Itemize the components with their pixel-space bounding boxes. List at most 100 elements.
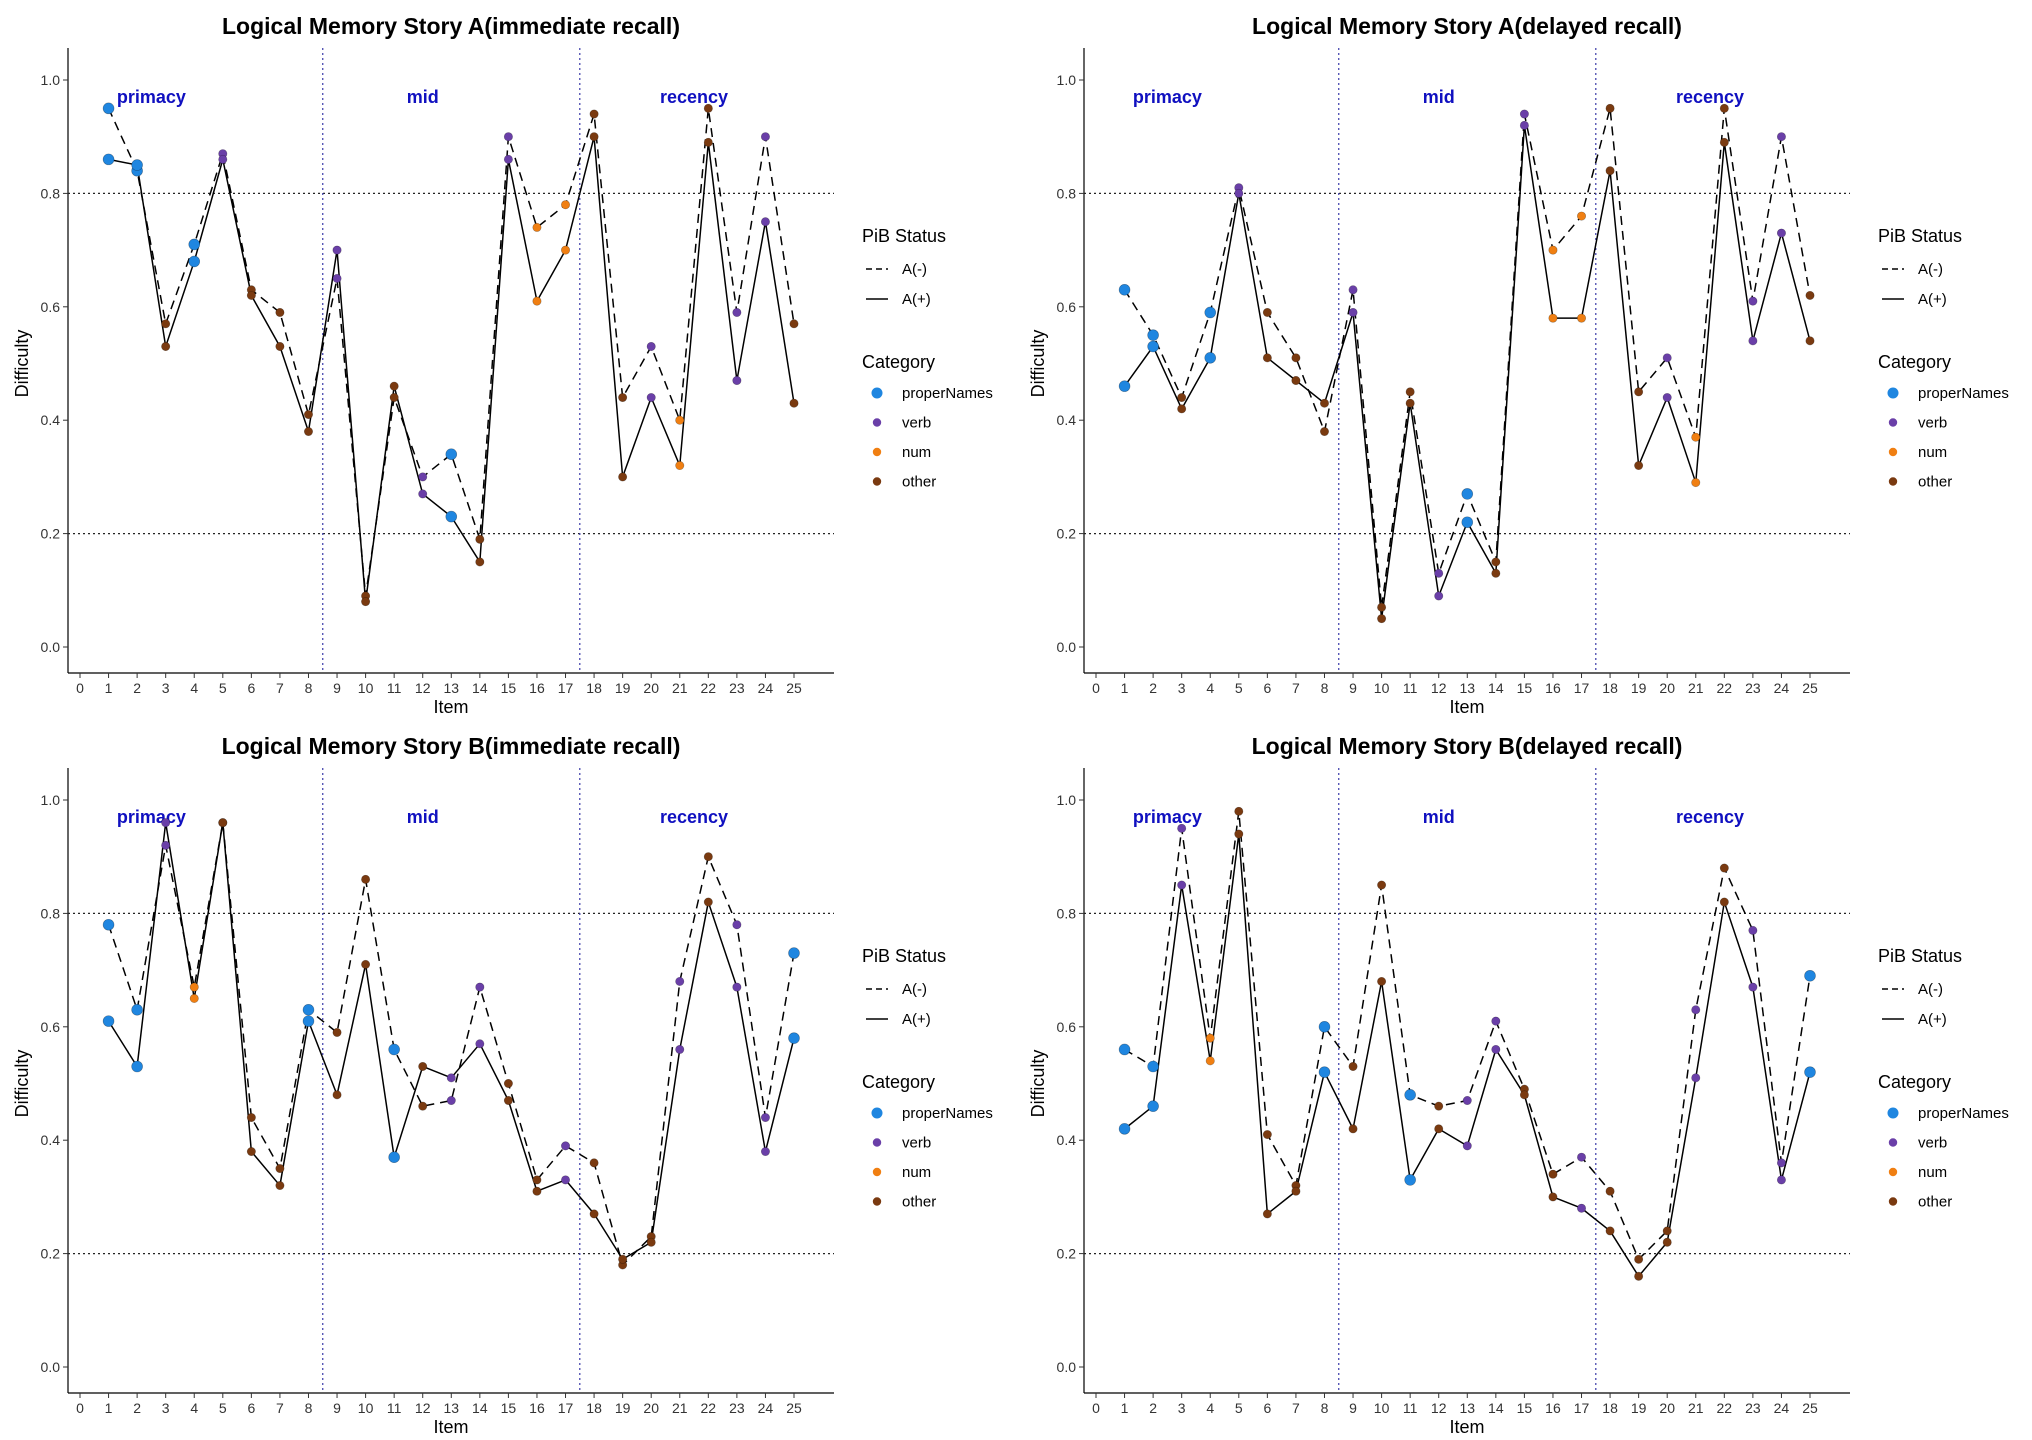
- x-tick-label: 1: [105, 1400, 113, 1416]
- legend-category-title: Category: [862, 1072, 935, 1092]
- x-tick-label: 3: [1178, 680, 1186, 696]
- data-point-num: [1691, 432, 1701, 442]
- legend-category-label: properNames: [1918, 385, 2009, 402]
- legend-pib-label: A(+): [902, 1011, 931, 1028]
- data-point-other: [1605, 1186, 1615, 1196]
- x-tick-label: 23: [1745, 1400, 1761, 1416]
- data-point-properNames: [1147, 329, 1159, 341]
- region-label-primacy: primacy: [1133, 807, 1202, 827]
- y-tick-label: 0.0: [41, 639, 61, 655]
- x-tick-label: 4: [190, 680, 198, 696]
- legend-swatch-properNames: [871, 1107, 883, 1119]
- data-point-verb: [332, 273, 342, 283]
- data-point-other: [789, 398, 799, 408]
- data-point-other: [1377, 976, 1387, 986]
- x-tick-label: 5: [1235, 1400, 1243, 1416]
- data-point-other: [618, 472, 628, 482]
- x-axis-label: Item: [1449, 697, 1484, 717]
- data-point-other: [589, 1209, 599, 1219]
- y-axis-label: Difficulty: [12, 1050, 32, 1118]
- x-tick-label: 3: [162, 1400, 170, 1416]
- data-point-other: [1262, 307, 1272, 317]
- x-tick-label: 17: [1574, 1400, 1590, 1416]
- data-point-other: [1719, 103, 1729, 113]
- data-point-num: [1577, 313, 1587, 323]
- x-tick-label: 0: [76, 680, 84, 696]
- y-tick-label: 1.0: [41, 792, 61, 808]
- data-point-verb: [475, 1039, 485, 1049]
- data-point-properNames: [131, 159, 143, 171]
- data-point-verb: [1462, 1141, 1472, 1151]
- data-point-verb: [561, 1175, 571, 1185]
- data-point-other: [1491, 568, 1501, 578]
- x-tick-label: 12: [415, 680, 431, 696]
- data-point-verb: [161, 818, 171, 828]
- data-point-other: [1634, 1254, 1644, 1264]
- data-point-verb: [760, 1113, 770, 1123]
- data-point-verb: [1776, 228, 1786, 238]
- x-tick-label: 9: [1349, 680, 1357, 696]
- data-point-verb: [1776, 132, 1786, 142]
- x-tick-label: 2: [1149, 1400, 1157, 1416]
- data-point-verb: [418, 489, 428, 499]
- chart-title: Logical Memory Story B(delayed recall): [1252, 733, 1683, 759]
- data-point-other: [1177, 404, 1187, 414]
- data-point-other: [1177, 393, 1187, 403]
- data-point-verb: [1748, 982, 1758, 992]
- x-tick-label: 7: [276, 680, 284, 696]
- region-label-recency: recency: [660, 87, 728, 107]
- data-point-verb: [1434, 568, 1444, 578]
- data-point-properNames: [1147, 340, 1159, 353]
- data-point-other: [532, 1175, 542, 1185]
- x-tick-label: 17: [558, 680, 574, 696]
- region-label-mid: mid: [407, 87, 439, 107]
- data-point-other: [703, 897, 713, 907]
- data-point-verb: [1577, 1152, 1587, 1162]
- x-tick-label: 10: [358, 680, 374, 696]
- data-point-properNames: [1318, 1066, 1331, 1078]
- region-label-recency: recency: [1676, 807, 1744, 827]
- chart-panel-story-b-immediate: Logical Memory Story B(immediate recall)…: [0, 720, 1016, 1440]
- x-tick-label: 3: [1178, 1400, 1186, 1416]
- data-point-verb: [1577, 1203, 1587, 1213]
- x-axis-label: Item: [1449, 1417, 1484, 1437]
- x-tick-label: 19: [615, 680, 631, 696]
- data-point-verb: [675, 976, 685, 986]
- data-point-properNames: [1804, 969, 1816, 982]
- data-point-properNames: [445, 510, 458, 523]
- data-point-num: [675, 461, 685, 471]
- data-point-other: [532, 1186, 542, 1196]
- data-point-properNames: [388, 1151, 400, 1164]
- y-tick-label: 0.2: [1057, 1246, 1077, 1262]
- x-tick-label: 14: [472, 680, 488, 696]
- chart-panel-story-b-delayed: Logical Memory Story B(delayed recall) 0 1…: [1016, 720, 2032, 1440]
- data-point-num: [561, 245, 571, 255]
- x-tick-label: 20: [643, 1400, 659, 1416]
- data-point-other: [789, 319, 799, 329]
- data-point-properNames: [302, 1015, 315, 1027]
- data-point-properNames: [1804, 1066, 1816, 1078]
- x-tick-label: 14: [472, 1400, 488, 1416]
- data-point-properNames: [1147, 1060, 1159, 1073]
- x-tick-label: 5: [1235, 680, 1243, 696]
- legend-swatch-verb: [872, 418, 882, 427]
- data-point-other: [1377, 614, 1387, 624]
- legend-swatch-other: [1888, 477, 1898, 486]
- data-point-properNames: [1118, 1123, 1131, 1135]
- legend-pib-title: PiB Status: [862, 946, 946, 966]
- x-tick-label: 7: [1292, 680, 1300, 696]
- data-point-other: [618, 393, 628, 403]
- region-label-mid: mid: [1423, 87, 1455, 107]
- data-point-num: [532, 222, 542, 232]
- x-tick-label: 8: [1321, 1400, 1329, 1416]
- data-point-verb: [732, 982, 742, 992]
- x-tick-label: 10: [1374, 1400, 1390, 1416]
- legend-category-label: other: [902, 474, 936, 491]
- legend-swatch-num: [1888, 447, 1898, 457]
- data-point-properNames: [1118, 283, 1131, 296]
- x-tick-label: 2: [1149, 680, 1157, 696]
- legend-category-title: Category: [862, 352, 935, 372]
- legend-category-label: verb: [902, 415, 931, 432]
- data-point-properNames: [131, 1060, 143, 1073]
- data-point-other: [1405, 398, 1415, 408]
